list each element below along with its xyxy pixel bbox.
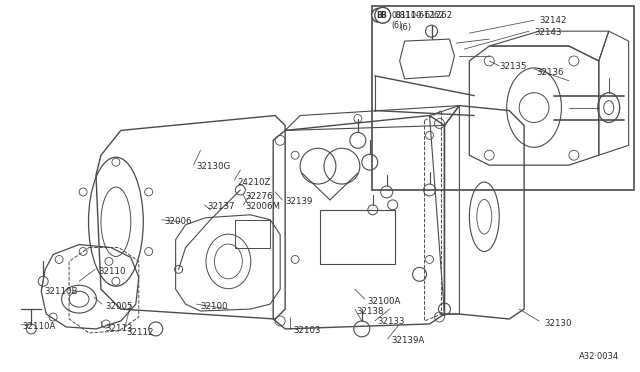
Text: 32130: 32130 — [544, 320, 572, 328]
Text: 32113: 32113 — [105, 324, 132, 333]
Circle shape — [372, 8, 386, 22]
Text: 32100A: 32100A — [368, 296, 401, 306]
Text: 32006M: 32006M — [245, 202, 280, 211]
Text: 32112: 32112 — [127, 328, 154, 337]
Bar — [372, 6, 634, 190]
Text: 32110A: 32110A — [22, 323, 56, 331]
Text: 32139: 32139 — [285, 198, 312, 206]
Text: 32006: 32006 — [164, 217, 192, 226]
Text: 32138: 32138 — [357, 307, 385, 315]
Text: (6): (6) — [399, 23, 412, 32]
Text: A32·0034: A32·0034 — [579, 352, 619, 361]
Text: B: B — [380, 11, 386, 20]
Text: 32137: 32137 — [207, 202, 235, 211]
Text: 32276: 32276 — [245, 192, 273, 201]
Text: 32005: 32005 — [105, 302, 132, 311]
Text: 32143: 32143 — [534, 28, 561, 37]
Text: 08110-61262: 08110-61262 — [395, 11, 452, 20]
Text: B: B — [376, 11, 381, 20]
Text: 32103: 32103 — [293, 326, 321, 336]
Text: (6): (6) — [392, 21, 403, 30]
Text: 32100: 32100 — [200, 302, 228, 311]
Text: 32133: 32133 — [378, 317, 405, 327]
Text: 32136: 32136 — [536, 68, 564, 77]
Text: 24210Z: 24210Z — [237, 177, 271, 186]
Text: 32139A: 32139A — [392, 336, 425, 345]
Text: 32110: 32110 — [98, 267, 125, 276]
Text: 32110B: 32110B — [44, 287, 77, 296]
Bar — [320, 210, 395, 264]
Bar — [236, 220, 270, 247]
Text: 32130G: 32130G — [196, 162, 231, 171]
Text: 32142: 32142 — [539, 16, 566, 25]
Text: 08110-61262: 08110-61262 — [392, 11, 445, 20]
Circle shape — [375, 7, 390, 23]
Text: 32135: 32135 — [499, 62, 527, 71]
